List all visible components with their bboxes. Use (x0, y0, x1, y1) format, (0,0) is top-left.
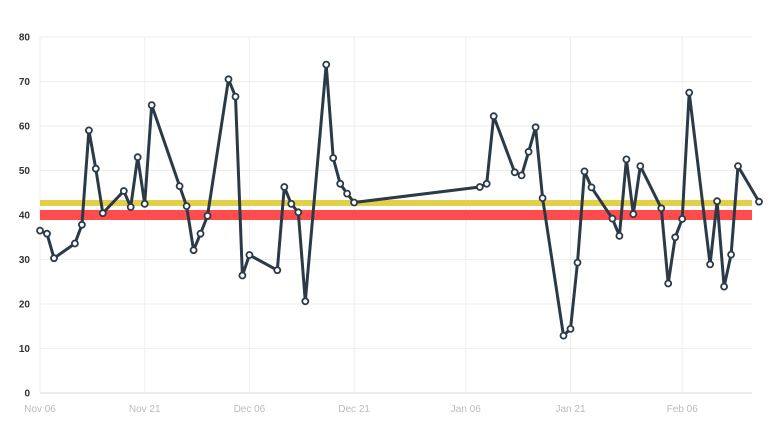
data-point[interactable] (685, 88, 694, 97)
data-point[interactable] (629, 210, 638, 219)
data-point[interactable] (336, 179, 345, 188)
data-point[interactable] (713, 197, 721, 206)
data-point[interactable] (706, 260, 714, 269)
x-tick-label: Dec 06 (234, 404, 266, 415)
reference-band-yellow (40, 199, 752, 206)
data-point[interactable] (98, 209, 107, 218)
y-tick-label: 10 (19, 344, 31, 355)
y-tick-label: 70 (19, 77, 31, 88)
data-point[interactable] (517, 171, 526, 180)
data-point[interactable] (636, 162, 645, 171)
data-point[interactable] (245, 251, 254, 259)
data-point[interactable] (482, 179, 491, 188)
data-point[interactable] (664, 279, 673, 288)
data-point[interactable] (678, 215, 687, 223)
data-point[interactable] (91, 164, 100, 173)
data-point[interactable] (301, 297, 310, 306)
data-point[interactable] (287, 199, 296, 208)
data-point[interactable] (43, 229, 51, 238)
data-point[interactable] (147, 101, 156, 109)
data-point[interactable] (343, 189, 352, 198)
data-point[interactable] (622, 155, 631, 164)
data-point[interactable] (196, 229, 205, 238)
y-tick-label: 60 (19, 122, 31, 133)
data-point[interactable] (720, 282, 728, 291)
data-point[interactable] (608, 214, 617, 223)
data-point[interactable] (36, 226, 44, 235)
data-point[interactable] (71, 239, 79, 248)
y-tick-label: 20 (19, 300, 31, 311)
x-tick-label: Dec 21 (338, 404, 370, 415)
data-point[interactable] (587, 183, 596, 192)
x-tick-label: Nov 21 (129, 404, 161, 415)
data-point[interactable] (126, 203, 135, 211)
x-tick-label: Nov 06 (24, 404, 56, 415)
data-point[interactable] (78, 220, 86, 229)
y-tick-label: 0 (24, 389, 30, 400)
data-point[interactable] (475, 183, 484, 191)
y-tick-label: 80 (19, 33, 31, 44)
y-tick-label: 30 (19, 255, 31, 266)
data-point[interactable] (182, 202, 191, 211)
data-point[interactable] (671, 233, 680, 242)
data-point[interactable] (224, 75, 233, 84)
data-point[interactable] (238, 271, 247, 280)
data-point[interactable] (615, 231, 624, 240)
x-tick-label: Feb 06 (667, 404, 699, 415)
reference-band-red (40, 210, 752, 220)
data-point[interactable] (231, 92, 240, 101)
data-point[interactable] (727, 250, 735, 259)
y-axis-ticks: 0 10 20 30 40 50 60 70 80 (19, 33, 31, 400)
y-tick-label: 40 (19, 211, 31, 222)
data-points (36, 60, 763, 340)
data-point[interactable] (273, 266, 282, 275)
data-point[interactable] (657, 204, 666, 213)
data-point[interactable] (85, 126, 93, 135)
data-point[interactable] (350, 198, 359, 207)
data-point[interactable] (133, 153, 142, 162)
data-point[interactable] (566, 324, 575, 333)
data-point[interactable] (538, 194, 547, 203)
data-point[interactable] (189, 246, 198, 255)
data-point[interactable] (280, 183, 289, 191)
data-point[interactable] (755, 197, 763, 206)
data-point[interactable] (531, 123, 540, 132)
data-point[interactable] (580, 167, 589, 176)
y-tick-label: 50 (19, 166, 31, 177)
data-point[interactable] (734, 162, 742, 171)
data-point[interactable] (175, 182, 184, 191)
reference-bands (40, 199, 752, 220)
x-tick-label: Jan 21 (555, 404, 585, 415)
x-tick-label: Jan 06 (451, 404, 481, 415)
data-point[interactable] (50, 254, 58, 263)
data-point[interactable] (294, 208, 303, 217)
data-point[interactable] (322, 60, 331, 69)
data-point[interactable] (524, 147, 533, 156)
x-axis-ticks: Nov 06 Nov 21 Dec 06 Dec 21 Jan 06 Jan 21 Feb … (24, 404, 698, 415)
data-point[interactable] (203, 211, 212, 220)
data-point[interactable] (573, 258, 582, 267)
data-point[interactable] (140, 199, 149, 208)
data-point[interactable] (329, 154, 338, 162)
data-point[interactable] (489, 112, 498, 121)
data-point[interactable] (119, 187, 128, 195)
data-point[interactable] (559, 331, 568, 340)
data-point[interactable] (510, 168, 519, 177)
